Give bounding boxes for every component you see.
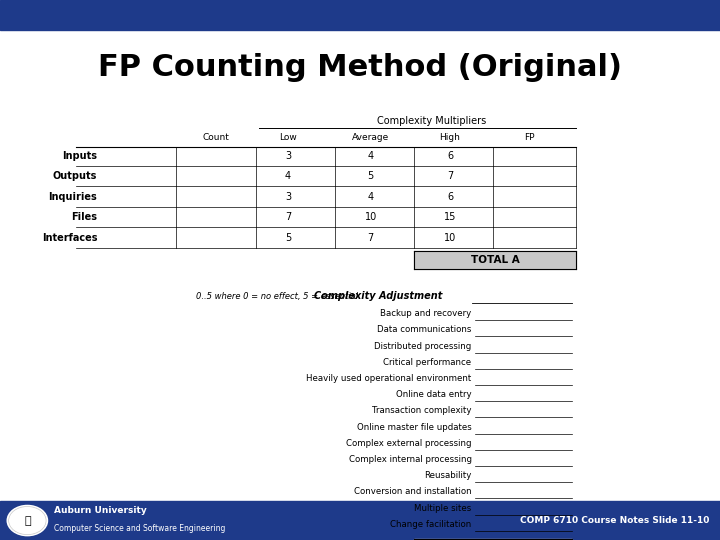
Text: Outputs: Outputs (53, 171, 97, 181)
Text: Complexity Adjustment: Complexity Adjustment (315, 292, 443, 301)
Text: Multiple sites: Multiple sites (414, 504, 472, 512)
Text: Inputs: Inputs (62, 151, 97, 160)
Text: Interfaces: Interfaces (42, 233, 97, 242)
Text: 6: 6 (447, 151, 453, 160)
Bar (414, 251, 576, 269)
Text: TOTAL A: TOTAL A (471, 255, 519, 265)
Text: Complex external processing: Complex external processing (346, 439, 472, 448)
Bar (0, 0, 720, 30)
Text: Inquiries: Inquiries (48, 192, 97, 201)
Text: Backup and recovery: Backup and recovery (380, 309, 472, 318)
Text: Average: Average (352, 133, 390, 142)
Text: Online data entry: Online data entry (396, 390, 472, 399)
Text: Online master file updates: Online master file updates (357, 423, 472, 431)
Text: 7: 7 (285, 212, 291, 222)
Text: 6: 6 (447, 192, 453, 201)
Circle shape (7, 505, 48, 536)
Text: High: High (440, 133, 460, 142)
Text: Distributed processing: Distributed processing (374, 342, 472, 350)
Text: 10: 10 (364, 212, 377, 222)
Text: COMP 6710 Course Notes Slide 11-10: COMP 6710 Course Notes Slide 11-10 (520, 516, 709, 525)
Text: 4: 4 (285, 171, 291, 181)
Text: Conversion and installation: Conversion and installation (354, 488, 472, 496)
Text: 0..5 where 0 = no effect, 5 = essential: 0..5 where 0 = no effect, 5 = essential (196, 292, 359, 301)
Text: 3: 3 (285, 192, 291, 201)
Text: Auburn University: Auburn University (54, 507, 147, 515)
Text: 10: 10 (444, 233, 456, 242)
Text: Complex internal processing: Complex internal processing (348, 455, 472, 464)
Bar (414, 539, 572, 540)
Text: Change facilitation: Change facilitation (390, 520, 472, 529)
Text: 5: 5 (285, 233, 291, 242)
Text: Critical performance: Critical performance (384, 358, 472, 367)
Text: 7: 7 (368, 233, 374, 242)
Text: 4: 4 (368, 192, 374, 201)
Text: Data communications: Data communications (377, 326, 472, 334)
Text: 4: 4 (368, 151, 374, 160)
Text: Files: Files (71, 212, 97, 222)
Text: 🐯: 🐯 (24, 516, 31, 525)
Text: 3: 3 (285, 151, 291, 160)
Text: Low: Low (279, 133, 297, 142)
Text: Reusability: Reusability (424, 471, 472, 480)
Text: FP: FP (524, 133, 534, 142)
Text: 15: 15 (444, 212, 456, 222)
Text: Complexity Multipliers: Complexity Multipliers (377, 117, 487, 126)
Text: Transaction complexity: Transaction complexity (372, 407, 472, 415)
Text: 5: 5 (368, 171, 374, 181)
Text: 7: 7 (447, 171, 453, 181)
Text: Heavily used operational environment: Heavily used operational environment (306, 374, 472, 383)
Text: Computer Science and Software Engineering: Computer Science and Software Engineerin… (54, 524, 225, 533)
Text: Count: Count (202, 133, 230, 142)
Bar (0, 501, 720, 540)
Text: FP Counting Method (Original): FP Counting Method (Original) (98, 53, 622, 82)
